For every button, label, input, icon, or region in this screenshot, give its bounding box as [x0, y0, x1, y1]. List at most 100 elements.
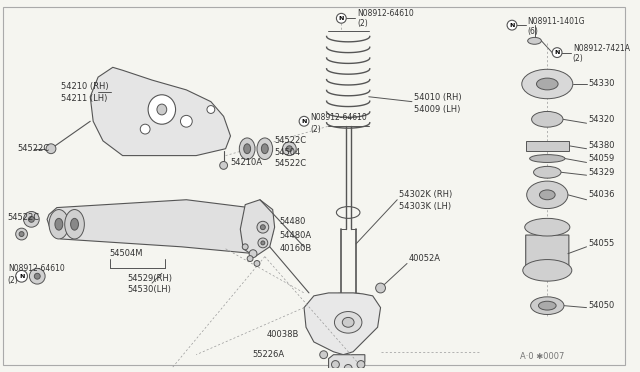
Text: 54329: 54329 [589, 168, 615, 177]
Ellipse shape [257, 138, 273, 160]
Circle shape [180, 115, 192, 127]
Text: 54522C: 54522C [275, 137, 307, 145]
Text: N: N [554, 50, 560, 55]
Text: 40160B: 40160B [280, 244, 312, 253]
Text: N: N [509, 23, 515, 28]
Text: (2): (2) [573, 54, 584, 63]
Text: 54504M: 54504M [110, 249, 143, 258]
Text: 54302K (RH): 54302K (RH) [399, 190, 452, 199]
Text: (2): (2) [8, 276, 19, 285]
Circle shape [332, 360, 339, 368]
Polygon shape [525, 235, 569, 270]
Circle shape [140, 124, 150, 134]
Text: N: N [301, 119, 307, 124]
Circle shape [344, 365, 352, 372]
Circle shape [261, 241, 265, 245]
Text: N: N [19, 274, 24, 279]
Circle shape [552, 48, 562, 58]
Text: 54529(RH): 54529(RH) [127, 274, 173, 283]
Text: 54320: 54320 [589, 115, 615, 124]
Ellipse shape [540, 190, 555, 200]
Circle shape [299, 116, 309, 126]
Text: 54210A: 54210A [230, 158, 262, 167]
Text: 54522C: 54522C [18, 144, 50, 153]
Ellipse shape [522, 69, 573, 99]
Polygon shape [304, 293, 381, 355]
Circle shape [24, 212, 39, 227]
Circle shape [46, 144, 56, 154]
Bar [525, 141, 569, 151]
Polygon shape [240, 200, 275, 257]
Text: 54480A: 54480A [280, 231, 312, 240]
Circle shape [320, 351, 328, 359]
Circle shape [16, 228, 28, 240]
Text: 54010 (RH): 54010 (RH) [414, 93, 461, 102]
Circle shape [19, 232, 24, 237]
Ellipse shape [261, 144, 268, 154]
Ellipse shape [523, 260, 572, 281]
Ellipse shape [239, 138, 255, 160]
Circle shape [247, 256, 253, 262]
Circle shape [286, 146, 292, 152]
Ellipse shape [527, 38, 541, 44]
Ellipse shape [49, 209, 68, 239]
Circle shape [29, 268, 45, 284]
Text: N08911-1401G: N08911-1401G [527, 17, 586, 26]
Circle shape [16, 270, 28, 282]
Circle shape [337, 13, 346, 23]
Text: 40038B: 40038B [267, 330, 299, 339]
Text: 40052A: 40052A [409, 254, 441, 263]
Text: N08912-7421A: N08912-7421A [573, 44, 630, 53]
Text: 54036: 54036 [589, 190, 615, 199]
Ellipse shape [525, 218, 570, 236]
Text: 54009 (LH): 54009 (LH) [414, 105, 460, 114]
Text: N: N [339, 16, 344, 21]
Polygon shape [90, 67, 230, 155]
Circle shape [357, 360, 365, 368]
Circle shape [257, 221, 269, 233]
Text: 54380: 54380 [589, 141, 615, 150]
Ellipse shape [244, 144, 251, 154]
Text: (2): (2) [310, 125, 321, 134]
Text: 54522C: 54522C [8, 213, 40, 222]
Ellipse shape [536, 78, 558, 90]
Text: 54530(LH): 54530(LH) [127, 285, 172, 295]
Circle shape [243, 244, 248, 250]
Text: 54055: 54055 [589, 239, 615, 248]
Text: (6): (6) [527, 26, 538, 36]
Ellipse shape [342, 317, 354, 327]
Circle shape [258, 238, 268, 248]
Circle shape [207, 106, 215, 113]
Ellipse shape [148, 95, 175, 124]
Text: 54480: 54480 [280, 217, 306, 226]
Text: N08912-64610: N08912-64610 [8, 264, 65, 273]
Text: 54330: 54330 [589, 80, 615, 89]
Text: 54050: 54050 [589, 301, 615, 310]
Text: 54211 (LH): 54211 (LH) [61, 94, 107, 103]
Ellipse shape [335, 311, 362, 333]
Ellipse shape [157, 104, 167, 115]
Ellipse shape [65, 209, 84, 239]
Circle shape [249, 250, 257, 257]
Ellipse shape [530, 155, 565, 163]
Text: 54504: 54504 [275, 148, 301, 157]
Circle shape [376, 283, 385, 293]
Ellipse shape [538, 301, 556, 310]
Text: A·0 ✱0007: A·0 ✱0007 [520, 352, 564, 361]
Circle shape [28, 217, 35, 222]
Ellipse shape [55, 218, 63, 230]
Text: N08912-64610: N08912-64610 [310, 113, 367, 122]
Text: (2): (2) [357, 19, 368, 28]
Text: 54210 (RH): 54210 (RH) [61, 83, 108, 92]
Circle shape [35, 273, 40, 279]
Circle shape [220, 161, 228, 169]
Text: N08912-64610: N08912-64610 [357, 9, 414, 18]
Circle shape [282, 142, 296, 155]
Ellipse shape [70, 218, 79, 230]
Text: 54303K (LH): 54303K (LH) [399, 202, 451, 211]
Text: 54059: 54059 [589, 154, 615, 163]
Polygon shape [328, 355, 365, 371]
Circle shape [254, 260, 260, 266]
Circle shape [507, 20, 517, 30]
Ellipse shape [532, 112, 563, 127]
